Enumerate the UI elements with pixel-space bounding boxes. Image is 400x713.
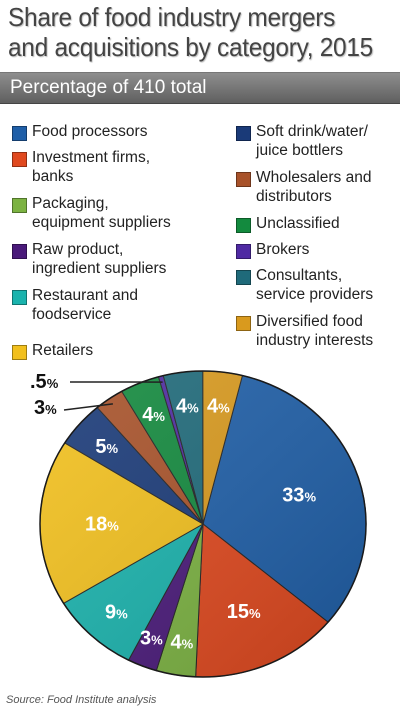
legend-swatch: [12, 345, 27, 360]
legend-item: Soft drink/water/ juice bottlers: [236, 122, 368, 160]
slice-value: 4: [142, 404, 154, 426]
slice-label: 3%: [140, 628, 163, 650]
slice-label: 4%: [176, 396, 199, 418]
chart-subtitle: Percentage of 410 total: [10, 77, 207, 98]
title-line-2: and acquisitions by category, 2015: [8, 32, 373, 62]
slice-value: 9: [105, 601, 116, 623]
legend-label: Restaurant and foodservice: [32, 287, 138, 323]
legend-label: Brokers: [256, 241, 310, 258]
slice-label: 4%: [142, 404, 165, 426]
slice-value: 4: [176, 396, 188, 418]
legend-item: Restaurant and foodservice: [12, 286, 138, 324]
pie-labels: 33%15%4%3%9%18%5%3% 4%.5%4% 4%: [30, 371, 316, 654]
slice-label: .5%: [30, 371, 59, 393]
legend-label: Food processors: [32, 123, 148, 140]
legend-swatch: [236, 270, 251, 285]
slice-value: 4: [170, 632, 182, 654]
slice-label: 3%: [34, 397, 57, 419]
legend-label: Unclassified: [256, 215, 340, 232]
slice-value: 5: [95, 436, 106, 458]
percent-sign: %: [304, 490, 316, 505]
chart-title: Share of food industry mergers and acqui…: [8, 2, 375, 62]
percent-sign: %: [106, 441, 118, 456]
legend-swatch: [12, 290, 27, 305]
legend-swatch: [236, 316, 251, 331]
legend-label: Soft drink/water/ juice bottlers: [256, 123, 368, 159]
title-line-1: Share of food industry mergers: [8, 2, 336, 32]
legend-swatch: [12, 152, 27, 167]
slice-label: 4%: [170, 632, 193, 654]
legend-item: Consultants, service providers: [236, 266, 373, 304]
pie-chart: 33%15%4%3%9%18%5%3% 4%.5%4% 4%: [30, 370, 367, 678]
legend-swatch: [236, 244, 251, 259]
subtitle-bar: Percentage of 410 total: [0, 72, 400, 104]
percent-sign: %: [116, 606, 128, 621]
slice-label: 18%: [85, 513, 119, 535]
legend-swatch: [12, 244, 27, 259]
slice-value: 3: [140, 628, 151, 650]
legend-swatch: [12, 198, 27, 213]
percent-sign: %: [182, 637, 194, 652]
slice-label: 15%: [227, 601, 261, 623]
slice-value: 3: [34, 397, 45, 419]
legend-label: Consultants, service providers: [256, 267, 374, 303]
legend-swatch: [236, 172, 251, 187]
slice-label: 9%: [105, 601, 128, 623]
percent-sign: %: [187, 401, 199, 416]
legend-label: Raw product, ingredient suppliers: [32, 241, 167, 277]
slice-label: 33%: [282, 485, 316, 507]
legend-label: Wholesalers and distributors: [256, 169, 372, 205]
legend-label: Investment firms, banks: [32, 149, 150, 185]
slice-value: 4: [207, 396, 219, 418]
legend-label: Packaging, equipment suppliers: [32, 195, 171, 231]
slice-label: 4%: [207, 396, 230, 418]
percent-sign: %: [107, 518, 119, 533]
legend-swatch: [236, 126, 251, 141]
percent-sign: %: [151, 633, 163, 648]
legend-label: Retailers: [32, 342, 94, 359]
slice-value: .5: [30, 371, 47, 393]
legend-item: Unclassified: [236, 214, 340, 233]
percent-sign: %: [45, 402, 57, 417]
source-note: Source: Food Institute analysis: [6, 694, 157, 706]
legend-label: Diversified food industry interests: [256, 313, 374, 349]
legend-swatch: [12, 126, 27, 141]
percent-sign: %: [47, 376, 59, 391]
legend-item: Wholesalers and distributors: [236, 168, 371, 206]
legend-item: Packaging, equipment suppliers: [12, 194, 171, 232]
leader-line: [63, 403, 113, 411]
legend-item: Raw product, ingredient suppliers: [12, 240, 166, 278]
percent-sign: %: [249, 606, 261, 621]
slice-value: 15: [227, 601, 249, 623]
legend-item: Retailers: [12, 341, 93, 360]
pie-outline: [39, 370, 367, 678]
percent-sign: %: [218, 401, 230, 416]
slice-label: 5%: [95, 436, 118, 458]
legend-item: Food processors: [12, 122, 147, 141]
legend-swatch: [236, 218, 251, 233]
legend-item: Diversified food industry interests: [236, 312, 373, 350]
legend-item: Brokers: [236, 240, 309, 259]
slice-value: 18: [85, 513, 107, 535]
pie-overlays: [39, 370, 367, 678]
percent-sign: %: [153, 409, 165, 424]
slice-value: 33: [282, 485, 304, 507]
legend-item: Investment firms, banks: [12, 148, 150, 186]
legend: Food processors Investment firms, banks Pa…: [0, 116, 400, 366]
